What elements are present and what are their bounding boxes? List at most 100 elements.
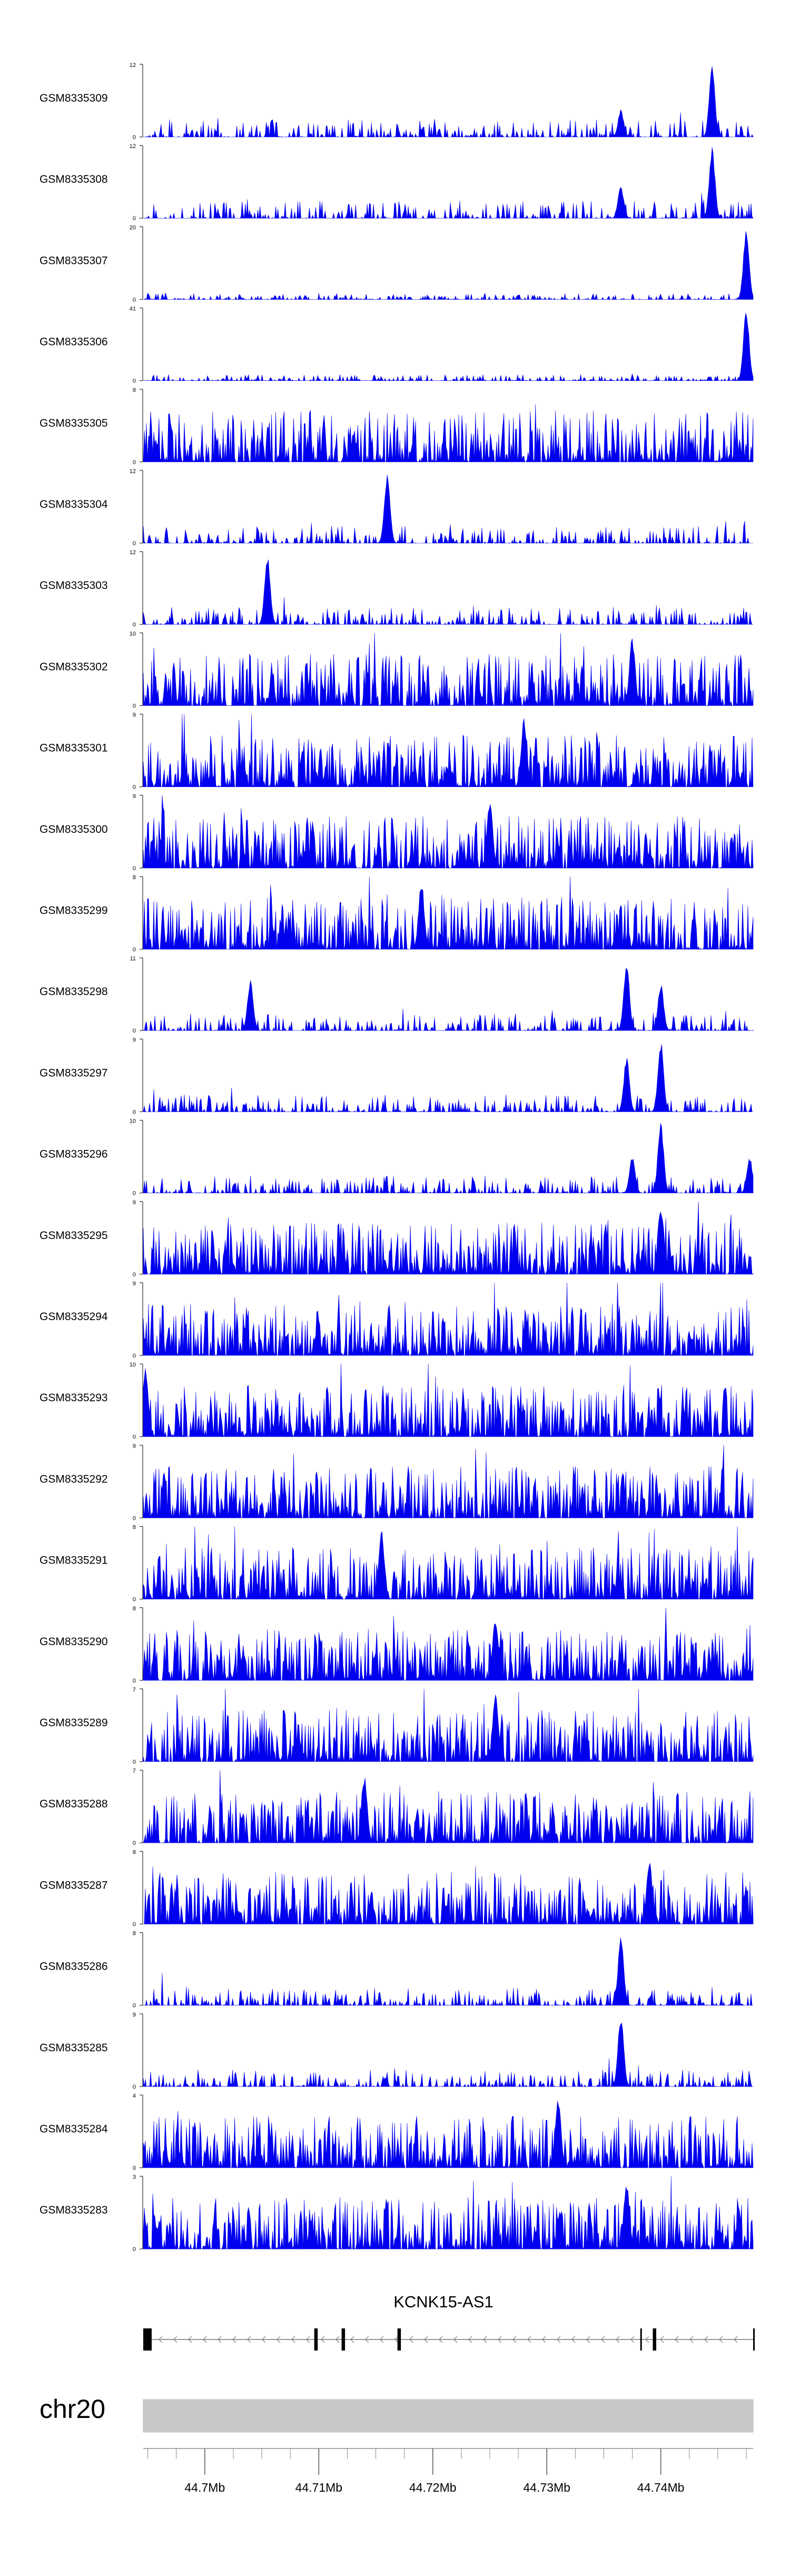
coverage-area (143, 147, 754, 219)
coverage-area (143, 714, 754, 788)
y-axis-max-label: 4 (133, 2093, 136, 2099)
track-GSM8335288: GSM8335288 7 0 (39, 1768, 754, 1846)
strand-arrow (247, 2336, 251, 2343)
y-axis-max-label: 10 (130, 1118, 136, 1125)
track-GSM8335286: GSM8335286 8 0 (39, 1931, 754, 2009)
strand-arrow (586, 2336, 590, 2343)
exon (397, 2328, 401, 2351)
track-GSM8335289: GSM8335289 7 0 (39, 1687, 754, 1765)
coverage-area (143, 312, 754, 381)
y-axis-min-label: 0 (133, 1353, 136, 1359)
track-GSM8335284: GSM8335284 4 0 (39, 2093, 754, 2171)
y-axis-max-label: 12 (130, 468, 136, 475)
strand-arrow (660, 2336, 664, 2343)
y-axis-min-label: 0 (133, 947, 136, 953)
track-label: GSM8335304 (39, 498, 108, 510)
track-GSM8335287: GSM8335287 8 0 (39, 1849, 754, 1928)
y-axis-min-label: 0 (133, 703, 136, 709)
y-axis-max-label: 8 (133, 1849, 136, 1855)
y-axis-max-label: 10 (130, 631, 136, 637)
track-label: GSM8335303 (39, 579, 108, 592)
y-axis-max-label: 9 (133, 1199, 136, 1206)
x-tick-label: 44.72Mb (409, 2481, 457, 2494)
coverage-area (143, 1688, 754, 1762)
y-axis-max-label: 20 (130, 224, 136, 231)
strand-arrow (439, 2336, 443, 2343)
y-axis-max-label: 10 (130, 1362, 136, 1368)
track-GSM8335297: GSM8335297 9 0 (39, 1037, 753, 1115)
y-axis-max-label: 9 (133, 1281, 136, 1287)
track-GSM8335293: GSM8335293 10 0 (39, 1362, 754, 1440)
y-axis-max-label: 41 (130, 306, 136, 312)
gene-model: KCNK15-AS1 (143, 2293, 755, 2351)
y-axis-max-label: 3 (133, 2174, 136, 2180)
track-GSM8335290: GSM8335290 8 0 (39, 1606, 754, 1684)
y-axis-max-label: 7 (133, 1768, 136, 1774)
track-label: GSM8335288 (39, 1798, 108, 1810)
strand-arrow (601, 2336, 605, 2343)
strand-arrow (498, 2336, 502, 2343)
coverage-area (143, 633, 754, 706)
strand-arrow (557, 2336, 561, 2343)
y-axis-min-label: 0 (133, 215, 136, 222)
strand-arrow (630, 2336, 635, 2343)
y-axis-max-label: 7 (133, 1687, 136, 1693)
chromosome-ideogram: chr20 (39, 2394, 754, 2433)
y-axis-max-label: 12 (130, 62, 136, 68)
y-axis-min-label: 0 (133, 2246, 136, 2253)
gene-name-label: KCNK15-AS1 (393, 2293, 493, 2311)
track-label: GSM8335305 (39, 417, 108, 429)
track-label: GSM8335293 (39, 1392, 108, 1404)
strand-arrow (365, 2336, 369, 2343)
coverage-area (143, 1526, 754, 1600)
strand-arrow (409, 2336, 413, 2343)
coverage-area (143, 1201, 754, 1275)
coverage-area (143, 475, 753, 544)
track-label: GSM8335308 (39, 173, 108, 185)
x-tick-label: 44.74Mb (637, 2481, 685, 2494)
strand-arrow (468, 2336, 472, 2343)
coverage-area (143, 1445, 754, 1519)
track-label: GSM8335291 (39, 1555, 108, 1567)
strand-arrow (704, 2336, 708, 2343)
y-axis-max-label: 9 (133, 2012, 136, 2018)
track-GSM8335307: GSM8335307 20 0 (39, 224, 754, 303)
x-tick-label: 44.7Mb (185, 2481, 225, 2494)
y-axis-min-label: 0 (133, 622, 136, 628)
track-label: GSM8335289 (39, 1717, 108, 1729)
strand-arrow (734, 2336, 738, 2343)
strand-arrow (453, 2336, 458, 2343)
strand-arrow (188, 2336, 192, 2343)
strand-arrow (645, 2336, 649, 2343)
strand-arrow (159, 2336, 163, 2343)
track-label: GSM8335299 (39, 904, 108, 917)
track-label: GSM8335295 (39, 1230, 108, 1242)
track-label: GSM8335309 (39, 92, 108, 104)
strand-arrow (527, 2336, 531, 2343)
y-axis-max-label: 9 (133, 1443, 136, 1449)
coverage-area (143, 66, 754, 138)
x-tick-label: 44.71Mb (295, 2481, 343, 2494)
y-axis-min-label: 0 (133, 1109, 136, 1115)
coverage-area (143, 1282, 754, 1356)
track-GSM8335292: GSM8335292 9 0 (39, 1443, 754, 1521)
strand-arrow (512, 2336, 517, 2343)
coverage-area (143, 795, 754, 869)
y-axis-max-label: 9 (133, 712, 136, 719)
y-axis-min-label: 0 (133, 1434, 136, 1440)
y-axis-max-label: 8 (133, 1931, 136, 1937)
track-GSM8335303: GSM8335303 12 0 (39, 549, 753, 628)
strand-arrow (689, 2336, 694, 2343)
track-GSM8335309: GSM8335309 12 0 (39, 62, 754, 141)
strand-arrow (203, 2336, 207, 2343)
coverage-area (143, 2176, 754, 2250)
coverage-area (143, 559, 753, 625)
exon (143, 2328, 152, 2351)
track-GSM8335304: GSM8335304 12 0 (39, 468, 753, 547)
strand-arrow (218, 2336, 222, 2343)
y-axis-min-label: 0 (133, 1515, 136, 1521)
track-label: GSM8335283 (39, 2204, 108, 2216)
track-label: GSM8335294 (39, 1311, 108, 1323)
